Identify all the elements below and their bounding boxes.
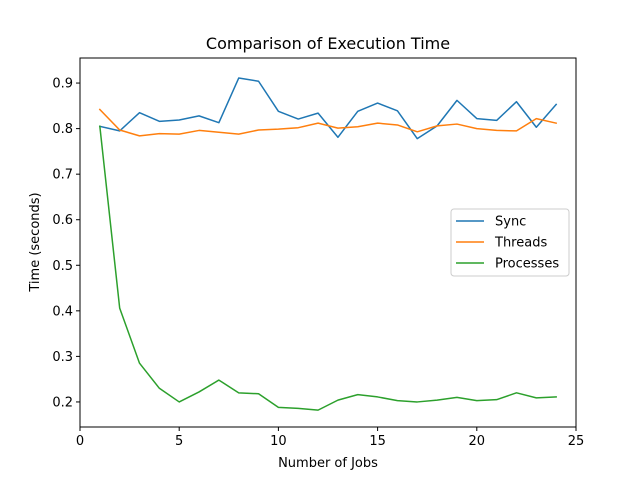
y-tick-label: 0.9 [52,77,73,92]
y-tick-label: 0.2 [52,395,73,410]
y-tick-label: 0.6 [52,213,73,228]
x-axis-ticks: 0 5 10 15 20 25 [76,427,584,449]
x-tick-label: 5 [175,434,183,449]
y-tick-label: 0.3 [52,350,73,365]
plot-frame [79,57,577,428]
x-tick-label: 20 [469,434,486,449]
y-axis-ticks: 0.2 0.3 0.4 0.5 0.6 0.7 0.8 0.9 [52,77,80,410]
plot-lines [98,77,558,411]
x-axis-label: Number of Jobs [278,456,378,471]
y-tick-label: 0.5 [52,259,73,274]
x-tick-label: 15 [369,434,386,449]
x-tick-label: 10 [270,434,287,449]
x-tick-label: 0 [76,434,84,449]
series-line-processes [99,125,557,411]
y-tick-label: 0.7 [52,168,73,183]
legend-label-threads: Threads [494,236,547,251]
series-line-threads [98,108,558,137]
x-tick-label: 25 [568,434,585,449]
legend-box [450,208,570,277]
chart-title: Comparison of Execution Time [206,34,450,53]
y-axis-label: Time (seconds) [28,192,43,292]
y-tick-label: 0.8 [52,122,73,137]
y-tick-label: 0.4 [52,304,73,319]
legend-label-sync: Sync [495,215,526,230]
legend: Sync Threads Processes [450,208,570,277]
legend-label-processes: Processes [495,257,559,272]
